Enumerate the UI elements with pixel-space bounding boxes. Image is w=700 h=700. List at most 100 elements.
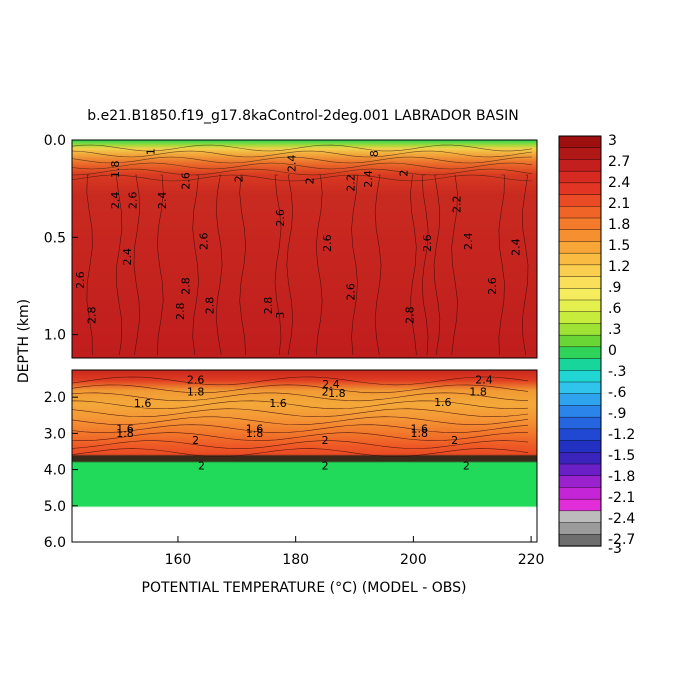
colorbar-swatch bbox=[558, 159, 602, 172]
colorbar-swatch bbox=[558, 241, 602, 254]
colorbar-swatch bbox=[558, 252, 602, 266]
contour-label: 8 bbox=[368, 150, 381, 157]
upper-y-tick-label: 0.0 bbox=[44, 133, 66, 149]
contour-line bbox=[133, 174, 140, 356]
contour-label: 2 bbox=[463, 460, 470, 473]
contour-label: 2.6 bbox=[421, 234, 434, 252]
chart-title: b.e21.B1850.f19_g17.8kaControl-2deg.001 … bbox=[87, 108, 518, 124]
contour-line bbox=[315, 174, 323, 356]
colorbar-label: -2.1 bbox=[608, 490, 635, 506]
contour-label: 2 bbox=[233, 175, 246, 182]
contour-line bbox=[71, 432, 528, 441]
contour-line bbox=[522, 174, 529, 356]
colorbar: 3 2.7 2.4 2.1 1.8 1.5 1.2 .9 .6 .3 0 -.3 -.6 -.9 -1.2 -… bbox=[558, 133, 635, 557]
colorbar-swatch bbox=[558, 381, 602, 395]
colorbar-swatch bbox=[558, 463, 602, 477]
contour-label: 3 bbox=[274, 312, 287, 319]
contour-line bbox=[239, 174, 247, 356]
colorbar-swatch bbox=[558, 510, 602, 524]
colorbar-label: 3 bbox=[608, 133, 617, 149]
contour-label: 1 bbox=[144, 148, 157, 155]
contour-label: 2.2 bbox=[345, 174, 358, 192]
colorbar-label: -2.7 bbox=[608, 532, 635, 548]
contour-label: 2.8 bbox=[403, 306, 416, 324]
upper-contours: 2.6 1.8 2.4 2.6 2.4 2.6 2.4 2.8 2.6 2.8 2.6 3 2.4 2 2.… bbox=[71, 144, 533, 356]
contour-line bbox=[86, 174, 93, 356]
contour-label: 1.8 bbox=[109, 160, 122, 178]
contour-label: 2.4 bbox=[322, 378, 340, 391]
colorbar-label: 1.8 bbox=[608, 217, 630, 233]
lower-y-tick-label: 4.0 bbox=[44, 463, 66, 479]
contour-label: 1.6 bbox=[246, 423, 264, 436]
contour-line bbox=[71, 448, 529, 457]
contour-label: 1.6 bbox=[269, 397, 287, 410]
contour-label: 1.8 bbox=[469, 385, 487, 398]
contour-label: 2 bbox=[398, 170, 411, 177]
contour-label: 2.6 bbox=[74, 271, 87, 289]
contour-line bbox=[71, 384, 529, 394]
contour-line bbox=[71, 424, 529, 434]
colorbar-swatch bbox=[558, 182, 602, 196]
contour-line bbox=[421, 174, 429, 356]
contour-label: 2.4 bbox=[362, 170, 375, 188]
contour-label: 2.8 bbox=[86, 306, 99, 324]
lower-y-tick-label: 5.0 bbox=[44, 499, 66, 515]
colorbar-label: -3 bbox=[608, 541, 622, 557]
lower-y-tick-label: 6.0 bbox=[44, 535, 66, 551]
x-axis-label: POTENTIAL TEMPERATURE (°C) (MODEL - OBS) bbox=[142, 580, 467, 596]
contour-label: 2.6 bbox=[321, 234, 334, 252]
colorbar-swatch bbox=[558, 264, 602, 278]
contour-label: 2.4 bbox=[121, 248, 134, 266]
contour-label: 1.6 bbox=[434, 396, 452, 409]
contour-line bbox=[157, 174, 164, 356]
x-tick-label: 160 bbox=[165, 552, 192, 568]
contour-line bbox=[71, 156, 533, 164]
contour-label: 2 bbox=[451, 434, 458, 447]
contour-line bbox=[410, 174, 417, 356]
contour-line bbox=[71, 440, 529, 449]
contour-label: 2.8 bbox=[180, 277, 193, 295]
contour-label: 2 bbox=[198, 460, 205, 473]
contour-line bbox=[433, 174, 441, 356]
contour-label: 2.8 bbox=[203, 297, 216, 315]
colorbar-swatch bbox=[558, 276, 602, 289]
contour-line bbox=[71, 174, 533, 182]
upper-panel-frame bbox=[71, 139, 538, 359]
colorbar-swatch bbox=[558, 147, 602, 161]
colorbar-label: -.9 bbox=[608, 406, 626, 422]
contour-label: 2.4 bbox=[109, 192, 122, 210]
colorbar-swatch bbox=[558, 440, 602, 453]
lower-panel-frame bbox=[71, 369, 538, 543]
colorbar-swatch bbox=[558, 311, 602, 325]
contour-label: 2.6 bbox=[345, 283, 358, 301]
contour-line bbox=[115, 174, 123, 356]
colorbar-swatch bbox=[558, 498, 602, 512]
contour-label: 2 bbox=[192, 434, 199, 447]
contour-label: 2.6 bbox=[486, 277, 499, 295]
contour-label: 2.6 bbox=[180, 172, 193, 190]
colorbar-label: .6 bbox=[608, 301, 621, 317]
lower-panel: 2.61.8 22.41.82.41.81.6 1.6 1.61.61.8 1.61.8… bbox=[71, 369, 538, 543]
contour-line bbox=[274, 174, 282, 356]
contour-label: 1.8 bbox=[187, 385, 205, 398]
contour-label: 2.4 bbox=[509, 238, 522, 256]
contour-line bbox=[71, 408, 529, 418]
colorbar-swatch bbox=[558, 416, 602, 430]
upper-y-tick-label: 0.5 bbox=[44, 230, 66, 246]
colorbar-label: -.3 bbox=[608, 364, 626, 380]
colorbar-swatch bbox=[558, 487, 602, 500]
y-axis-label: DEPTH (km) bbox=[16, 299, 32, 383]
colorbar-swatch bbox=[558, 194, 602, 207]
colorbar-swatch bbox=[558, 288, 602, 301]
axes: 160 180 200 220 0.0 0.5 1.0 2.0 3.0 4.0 5.0 6.0 bbox=[44, 133, 545, 568]
colorbar-swatch bbox=[558, 299, 602, 313]
colorbar-swatch bbox=[558, 170, 602, 184]
upper-y-tick-label: 1.0 bbox=[44, 328, 66, 344]
colorbar-label: -.6 bbox=[608, 385, 627, 401]
contour-label: 2.8 bbox=[262, 297, 275, 315]
contour-line bbox=[71, 376, 529, 386]
colorbar-label: 2.4 bbox=[608, 175, 630, 191]
colorbar-swatch bbox=[558, 135, 602, 149]
contour-line bbox=[215, 174, 223, 356]
contour-line bbox=[71, 392, 529, 402]
